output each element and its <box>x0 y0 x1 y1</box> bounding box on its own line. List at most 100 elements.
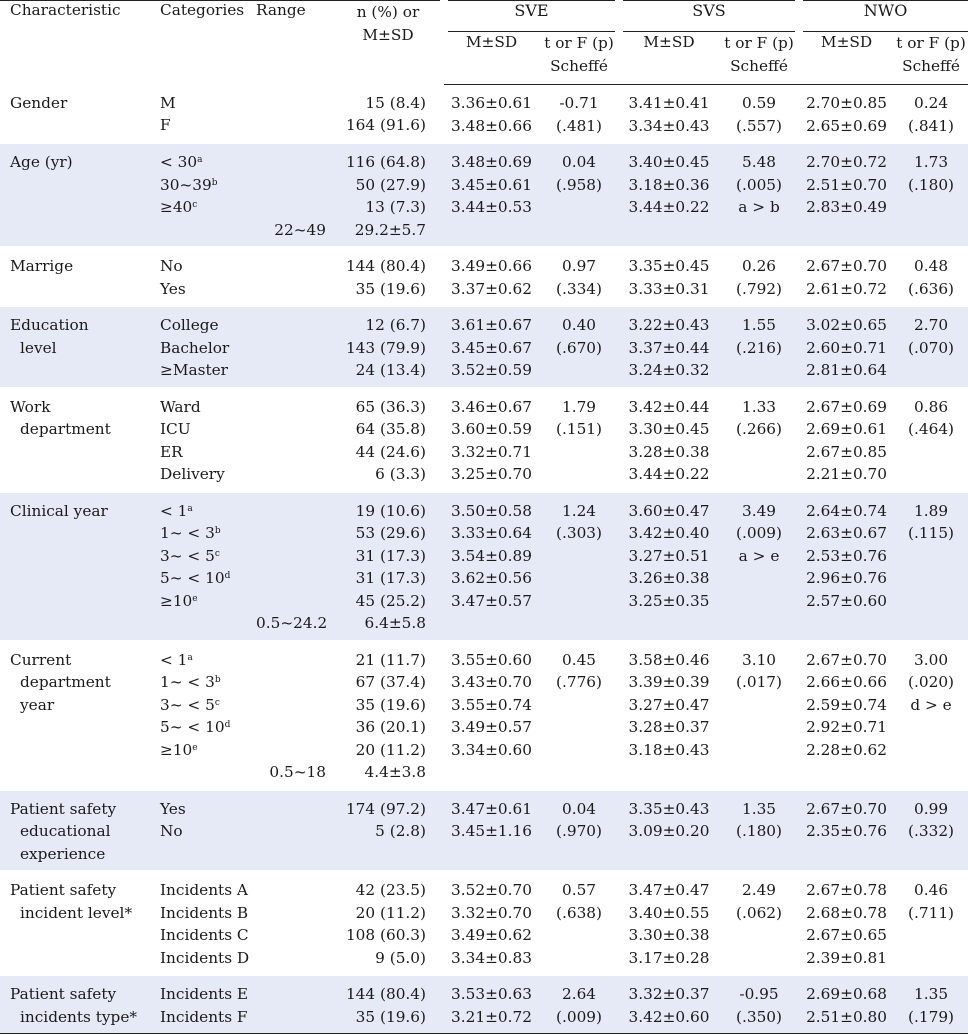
nwo-mean-sd: 2.67±0.70 <box>806 257 887 275</box>
nwo-mean-sd: 3.02±0.65 <box>806 316 887 334</box>
category-text: ≥Master <box>160 361 228 379</box>
svs-mean-sd: 3.44±0.22 <box>628 465 710 483</box>
range-cell <box>256 305 336 388</box>
sve-mean-sd: 3.34±0.83 <box>451 948 532 967</box>
sve-test-stat: (.009) <box>556 1007 602 1026</box>
svs-test-stat: 0.59 <box>741 94 777 112</box>
svs-test-stat: 2.49 <box>741 881 777 899</box>
nwo-test-stat: 0.99 <box>914 799 949 818</box>
n-value: 35 (19.6) <box>355 279 426 298</box>
nwo-test-stat-cell: 0.48 (.636) <box>894 246 968 306</box>
category-superscript: b <box>214 675 221 685</box>
category-text: Yes <box>160 799 186 818</box>
nwo-mean-sd: 2.51±0.80 <box>806 1007 887 1026</box>
nwo-mean-sd: 2.60±0.71 <box>806 338 887 357</box>
svs-mean-sd: 3.27±0.47 <box>628 695 710 714</box>
svs-mean-sd: 3.42±0.60 <box>628 1007 710 1026</box>
category-label: Delivery <box>160 463 256 486</box>
svs-test-stat: (.062) <box>736 903 783 922</box>
svs-mean-sd: 3.32±0.37 <box>628 985 710 1003</box>
characteristic-label: Marrige <box>10 257 74 275</box>
n-value-cell: 144 (80.4) 35 (19.6) <box>336 246 444 306</box>
n-value: 31 (17.3) <box>355 569 426 587</box>
range <box>256 671 326 694</box>
category-cell: < 1a 1~ < 3b 3~ < 5c 5~ < 10d ≥10e <box>148 639 256 790</box>
svs-mean-sd: 3.26±0.38 <box>628 569 710 587</box>
category-superscript: a <box>187 503 193 514</box>
sve-test-stat: (.638) <box>556 903 602 922</box>
category-label: Incidents F <box>160 1006 256 1029</box>
nwo-mean-sd-cell: 2.64±0.74 2.63±0.67 2.53±0.76 2.96±0.76 2.57… <box>799 490 895 641</box>
svs-test-stat: 1.33 <box>741 397 777 416</box>
category-label: < 1a <box>160 649 256 672</box>
range <box>256 278 326 301</box>
nwo-test-stat: (.115) <box>908 524 955 542</box>
characteristic-cell: Gender <box>0 85 148 144</box>
table-header: Characteristic Categories Range n (%) or… <box>0 0 968 85</box>
characteristic-label: experience <box>20 844 106 863</box>
svs-test-stat: 1.35 <box>741 799 777 818</box>
n-value-cell: 21 (11.7) 67 (37.4) 35 (19.6) 36 (20.1) 20 (… <box>336 639 444 790</box>
table-body: Gender M F 15 (8.4) 164 (91.6) 3.36±0.61 3.48±… <box>0 85 968 1034</box>
sve-mean-sd: 3.55±0.74 <box>451 695 532 714</box>
category-superscript: c <box>214 548 220 559</box>
sve-test-stat-cell: 1.79 (.151) <box>539 386 620 492</box>
svs-mean-sd: 3.35±0.43 <box>628 799 710 818</box>
svs-mean-sd-cell: 3.22±0.43 3.37±0.44 3.24±0.32 <box>619 305 720 388</box>
category-label: F <box>160 114 256 137</box>
n-value: 5 (2.8) <box>375 822 426 840</box>
n-value: 143 (79.9) <box>345 338 426 357</box>
range <box>256 196 326 219</box>
svs-mean-sd: 3.40±0.55 <box>628 903 710 922</box>
range-cell <box>256 788 336 871</box>
svs-mean-sd-cell: 3.35±0.45 3.33±0.31 <box>619 246 720 306</box>
category-text: No <box>160 822 183 840</box>
svs-test-stat: 3.10 <box>741 650 777 669</box>
svs-mean-sd: 3.18±0.43 <box>628 740 710 759</box>
svs-test-stat-cell: 1.33 (.266) <box>719 386 800 492</box>
sve-test-stat-cell: 1.24 (.303) <box>539 490 620 641</box>
sve-test-stat: (.958) <box>556 175 602 194</box>
n-value: 20 (11.2) <box>355 903 426 922</box>
category-label <box>160 219 256 242</box>
sve-mean-sd: 3.47±0.57 <box>451 591 532 610</box>
n-value: 116 (64.8) <box>345 153 426 171</box>
nwo-mean-sd: 2.81±0.64 <box>806 361 887 379</box>
svs-test-stat-cell: 0.59 (.557) <box>719 85 799 144</box>
n-value: 53 (29.6) <box>355 524 426 542</box>
svs-test-stat: a > e <box>738 546 780 565</box>
n-value: 144 (80.4) <box>345 257 426 275</box>
category-label: < 1a <box>160 500 256 523</box>
category-cell: Incidents A Incidents B Incidents C Inciden… <box>148 870 256 975</box>
sve-mean-sd: 3.46±0.67 <box>451 397 532 416</box>
nwo-mean-sd: 2.53±0.76 <box>806 546 887 565</box>
nwo-test-stat-cell: 0.86 (.464) <box>894 386 968 492</box>
category-cell: Ward ICU ER Delivery <box>148 386 256 492</box>
svs-test-stat-cell: 3.49 (.009) a > e <box>719 490 800 641</box>
range <box>256 902 326 925</box>
svs-mean-sd: 3.24±0.32 <box>628 361 710 379</box>
range <box>256 590 326 613</box>
n-value: 6.4±5.8 <box>364 614 426 632</box>
svs-mean-sd: 3.58±0.46 <box>628 650 710 669</box>
table-row: Patient safety educational experience Yes No… <box>0 788 968 871</box>
range <box>256 500 326 523</box>
characteristic-cell: Current department year <box>0 639 148 790</box>
range <box>256 337 326 360</box>
svs-mean-sd: 3.17±0.28 <box>628 948 710 967</box>
category-text: ≥10 <box>160 740 193 759</box>
n-value: 12 (6.7) <box>365 316 426 334</box>
characteristic-cell: Work department <box>0 386 148 492</box>
sve-mean-sd: 3.47±0.61 <box>451 799 532 818</box>
sve-mean-sd-cell: 3.55±0.60 3.43±0.70 3.55±0.74 3.49±0.57 3.34… <box>444 639 539 790</box>
n-value: 31 (17.3) <box>355 546 426 565</box>
range <box>256 359 326 382</box>
nwo-mean-sd-cell: 2.67±0.70 2.66±0.66 2.59±0.74 2.92±0.71 2.28… <box>799 639 895 790</box>
header-n-line2: M±SD <box>362 25 414 44</box>
category-text: 5~ < 10 <box>160 569 225 587</box>
header-range: Range <box>256 1 306 19</box>
nwo-mean-sd: 2.61±0.72 <box>806 279 887 298</box>
sve-mean-sd: 3.52±0.59 <box>451 361 532 379</box>
sve-mean-sd: 3.34±0.60 <box>451 740 532 759</box>
nwo-test-stat: (.070) <box>908 338 955 357</box>
